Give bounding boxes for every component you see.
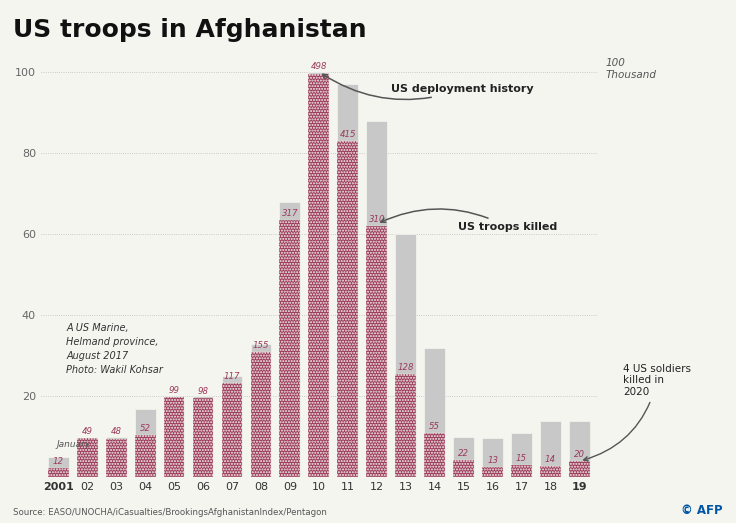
Bar xyxy=(106,437,127,477)
Text: 498: 498 xyxy=(311,62,327,72)
Text: 4 US soldiers
killed in
2020: 4 US soldiers killed in 2020 xyxy=(584,364,691,461)
Text: 20: 20 xyxy=(574,450,585,459)
Text: 55: 55 xyxy=(429,422,440,431)
Text: A US Marine,
Helmand province,
August 2017
Photo: Wakil Kohsar: A US Marine, Helmand province, August 20… xyxy=(66,323,163,376)
Bar xyxy=(367,226,387,477)
Text: 13: 13 xyxy=(487,456,498,465)
Text: 415: 415 xyxy=(339,130,356,139)
Bar xyxy=(569,461,590,477)
Text: 117: 117 xyxy=(224,371,240,381)
Text: 52: 52 xyxy=(140,424,151,433)
Bar xyxy=(453,437,474,477)
Text: 317: 317 xyxy=(282,209,298,218)
Bar xyxy=(163,401,185,477)
Text: US deployment history: US deployment history xyxy=(322,74,534,99)
Bar xyxy=(48,457,68,477)
Text: US troops in Afghanistan: US troops in Afghanistan xyxy=(13,18,367,42)
Bar xyxy=(280,220,300,477)
Bar xyxy=(540,420,561,477)
Text: 98: 98 xyxy=(197,387,208,396)
Bar xyxy=(106,438,127,477)
Bar xyxy=(511,433,532,477)
Bar xyxy=(193,398,213,477)
Bar xyxy=(250,344,272,477)
Bar xyxy=(222,376,242,477)
Text: 155: 155 xyxy=(252,340,269,350)
Bar xyxy=(308,74,329,477)
Bar xyxy=(540,466,561,477)
Bar xyxy=(367,121,387,477)
Bar xyxy=(77,438,98,477)
Text: © AFP: © AFP xyxy=(681,504,723,517)
Text: 128: 128 xyxy=(397,362,414,372)
Text: 100
Thousand: 100 Thousand xyxy=(606,58,657,81)
Bar xyxy=(135,408,155,477)
Bar xyxy=(453,460,474,477)
Bar xyxy=(308,72,329,477)
Text: 99: 99 xyxy=(169,386,180,395)
Bar xyxy=(395,373,416,477)
Bar xyxy=(511,465,532,477)
Bar xyxy=(482,467,503,477)
Text: 310: 310 xyxy=(369,215,385,224)
Bar xyxy=(77,445,98,477)
Bar xyxy=(424,348,445,477)
Bar xyxy=(337,84,358,477)
Bar xyxy=(280,202,300,477)
Text: 12: 12 xyxy=(53,457,64,465)
Text: 22: 22 xyxy=(458,449,469,458)
Bar xyxy=(193,396,213,477)
Bar xyxy=(135,435,155,477)
Bar xyxy=(482,438,503,477)
Bar xyxy=(424,433,445,477)
Text: US troops killed: US troops killed xyxy=(381,209,557,232)
Text: 15: 15 xyxy=(516,454,527,463)
Text: 48: 48 xyxy=(110,427,121,437)
Bar xyxy=(250,352,272,477)
Bar xyxy=(48,468,68,477)
Bar xyxy=(569,420,590,477)
Text: January: January xyxy=(57,440,91,449)
Text: 14: 14 xyxy=(545,455,556,464)
Bar xyxy=(222,382,242,477)
Text: 49: 49 xyxy=(82,427,93,436)
Bar xyxy=(395,234,416,477)
Bar xyxy=(163,397,185,477)
Bar xyxy=(337,141,358,477)
Text: Source: EASO/UNOCHA/iCasualties/BrookingsAfghanistanIndex/Pentagon: Source: EASO/UNOCHA/iCasualties/Brooking… xyxy=(13,508,327,517)
